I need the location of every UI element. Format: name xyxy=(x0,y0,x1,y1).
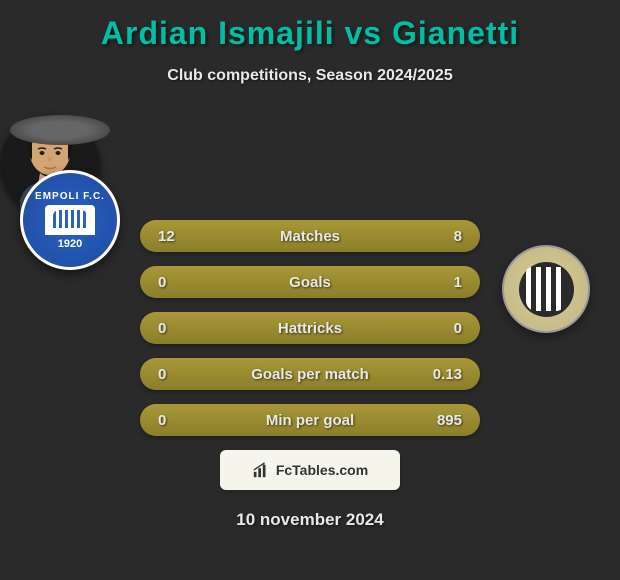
stat-row: 12 Matches 8 xyxy=(140,220,480,252)
stat-row: 0 Min per goal 895 xyxy=(140,404,480,436)
stat-row: 0 Hattricks 0 xyxy=(140,312,480,344)
stat-row: 0 Goals 1 xyxy=(140,266,480,298)
stat-left-value: 0 xyxy=(158,320,198,337)
page-subtitle: Club competitions, Season 2024/2025 xyxy=(0,67,620,85)
stat-left-value: 12 xyxy=(158,228,198,245)
stat-label: Matches xyxy=(198,228,422,245)
club-right-badge xyxy=(502,245,590,333)
stat-right-value: 895 xyxy=(422,412,462,429)
club-left-year: 1920 xyxy=(58,238,82,250)
stat-right-value: 0 xyxy=(422,320,462,337)
stat-row: 0 Goals per match 0.13 xyxy=(140,358,480,390)
stat-label: Goals per match xyxy=(198,366,422,383)
club-left-name: EMPOLI F.C. xyxy=(35,191,105,202)
stats-list: 12 Matches 8 0 Goals 1 0 Hattricks 0 0 G… xyxy=(140,215,480,436)
stat-left-value: 0 xyxy=(158,366,198,383)
stat-label: Hattricks xyxy=(198,320,422,337)
comparison-card: Ardian Ismajili vs Gianetti Club competi… xyxy=(0,0,620,540)
club-right-stripes-icon xyxy=(526,267,566,311)
watermark: FcTables.com xyxy=(220,450,400,490)
watermark-text: FcTables.com xyxy=(276,462,368,478)
club-left-badge: EMPOLI F.C. 1920 xyxy=(20,170,120,270)
stat-right-value: 0.13 xyxy=(422,366,462,383)
stat-right-value: 8 xyxy=(422,228,462,245)
stat-label: Min per goal xyxy=(198,412,422,429)
stat-right-value: 1 xyxy=(422,274,462,291)
stat-label: Goals xyxy=(198,274,422,291)
date-label: 10 november 2024 xyxy=(0,510,620,530)
content-area: EMPOLI F.C. 1920 12 Matches 8 0 Goals 1 … xyxy=(0,115,620,530)
chart-icon xyxy=(252,461,270,479)
page-title: Ardian Ismajili vs Gianetti xyxy=(0,15,620,52)
club-left-building-icon xyxy=(45,205,95,235)
stat-left-value: 0 xyxy=(158,412,198,429)
stat-left-value: 0 xyxy=(158,274,198,291)
player-left-avatar xyxy=(10,115,110,145)
club-right-inner xyxy=(519,262,574,317)
